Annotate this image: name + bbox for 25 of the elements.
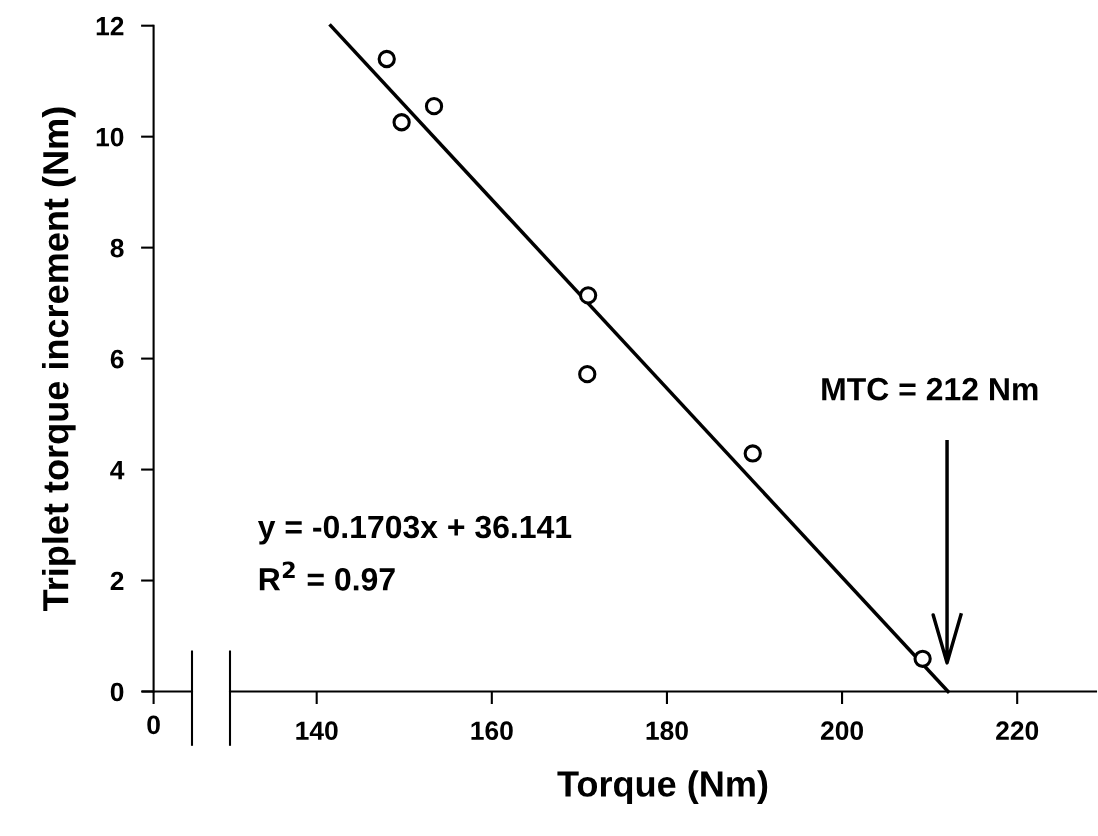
text: 0	[147, 715, 160, 735]
annotation: MTC = 212 Nm	[822, 377, 1038, 401]
y-tick-label: 2	[110, 571, 124, 591]
point	[913, 649, 932, 668]
point	[392, 113, 411, 132]
point	[743, 444, 762, 463]
x-tick-label: 160	[471, 721, 513, 741]
annotation: R$^{2}$ = 0.97	[259, 561, 395, 591]
point	[377, 49, 396, 69]
y-tick-label: 4	[110, 460, 125, 480]
y-tick-label: 10	[96, 127, 124, 147]
y-tick-label: 0	[110, 682, 124, 702]
x-tick-label: 220	[996, 721, 1039, 741]
annotation: y = -0.1703x + 36.141	[257, 515, 572, 545]
point	[424, 97, 444, 116]
y-tick-label: 12	[96, 16, 124, 36]
point	[579, 286, 598, 305]
y-tick-label: 6	[110, 349, 124, 369]
y-tick-label: 8	[110, 238, 124, 258]
y-axis-title: Triplet torque increment (Nm)	[41, 107, 76, 611]
x-tick-label: 200	[820, 721, 863, 741]
x-tick-label: 140	[296, 721, 338, 741]
x-tick-label: 180	[646, 721, 688, 741]
x-axis-title: Torque (Nm)	[557, 770, 768, 804]
point	[578, 365, 597, 384]
